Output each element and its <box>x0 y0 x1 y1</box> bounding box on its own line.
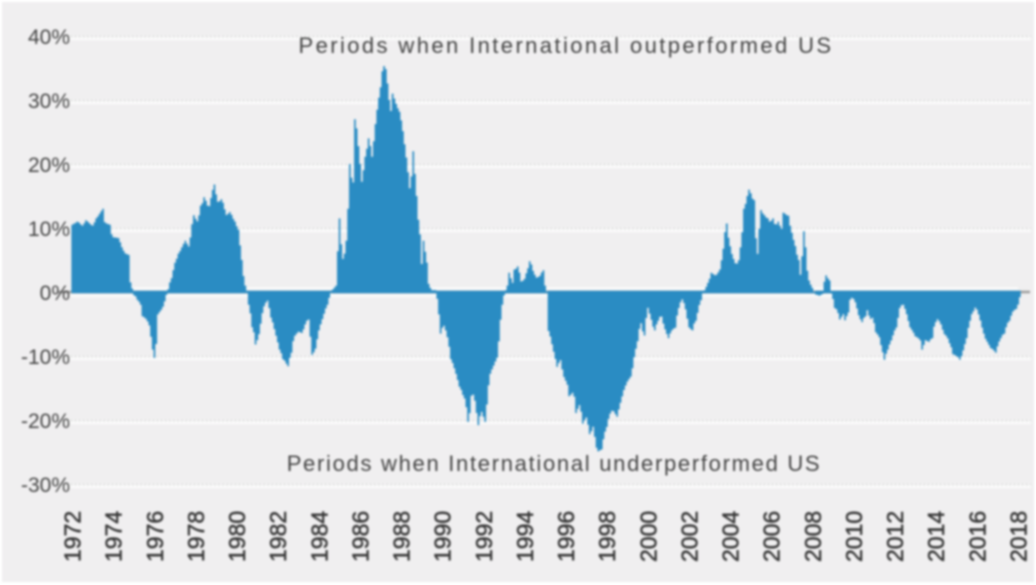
svg-text:1994: 1994 <box>512 511 538 562</box>
svg-text:0%: 0% <box>40 282 70 305</box>
svg-text:2018: 2018 <box>1006 511 1032 562</box>
svg-text:Periods when International out: Periods when International outperformed … <box>299 33 834 58</box>
svg-text:-20%: -20% <box>21 410 70 433</box>
svg-text:1974: 1974 <box>101 511 127 562</box>
svg-text:-10%: -10% <box>21 346 70 369</box>
svg-text:1990: 1990 <box>430 511 456 562</box>
svg-text:1976: 1976 <box>142 511 168 562</box>
svg-text:1998: 1998 <box>594 511 620 562</box>
svg-text:40%: 40% <box>28 26 70 49</box>
svg-text:1982: 1982 <box>265 511 291 562</box>
svg-text:10%: 10% <box>28 218 70 241</box>
svg-text:2012: 2012 <box>882 511 908 562</box>
svg-text:30%: 30% <box>28 90 70 113</box>
svg-text:1980: 1980 <box>224 511 250 562</box>
svg-text:2014: 2014 <box>923 511 949 562</box>
svg-text:2008: 2008 <box>800 511 826 562</box>
svg-text:1996: 1996 <box>553 511 579 562</box>
svg-text:-30%: -30% <box>21 474 70 497</box>
svg-text:2010: 2010 <box>841 511 867 562</box>
svg-text:2002: 2002 <box>677 511 703 562</box>
svg-text:1984: 1984 <box>306 511 332 562</box>
svg-text:1978: 1978 <box>183 511 209 562</box>
svg-text:20%: 20% <box>28 154 70 177</box>
svg-text:2004: 2004 <box>718 511 744 562</box>
svg-text:1972: 1972 <box>60 511 86 562</box>
svg-text:Periods when International und: Periods when International underperforme… <box>287 451 822 476</box>
svg-text:1992: 1992 <box>471 511 497 562</box>
svg-text:2006: 2006 <box>759 511 785 562</box>
svg-text:2000: 2000 <box>635 511 661 562</box>
svg-text:1986: 1986 <box>347 511 373 562</box>
svg-text:2016: 2016 <box>964 511 990 562</box>
svg-text:1988: 1988 <box>389 511 415 562</box>
